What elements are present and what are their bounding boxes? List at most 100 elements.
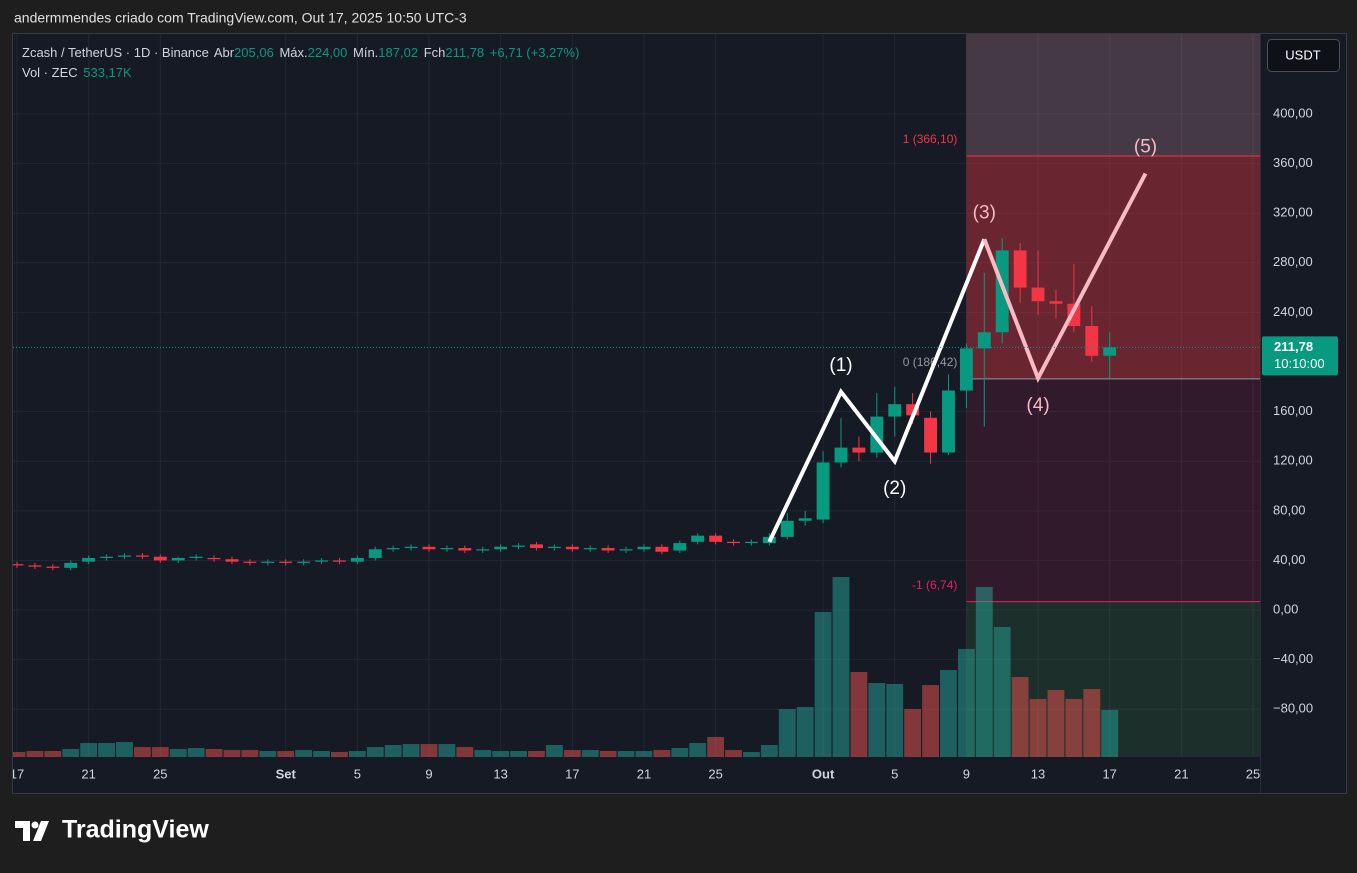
candle-body <box>13 564 24 566</box>
candle-body <box>28 565 42 567</box>
volume-bar <box>205 748 223 757</box>
y-tick-label: 160,00 <box>1273 403 1313 418</box>
x-tick-label: 5 <box>891 766 898 781</box>
candle-body <box>243 561 257 563</box>
candle-body <box>153 556 167 561</box>
volume-bar <box>743 751 760 757</box>
candle-body <box>297 561 311 563</box>
logo-shape <box>31 821 39 829</box>
y-tick-label: 40,00 <box>1273 552 1306 567</box>
volume-bar <box>116 742 133 757</box>
volume-bar <box>1083 689 1101 757</box>
volume-bar <box>528 751 545 757</box>
volume-legend: Vol · ZEC 533,17K <box>22 65 132 80</box>
x-tick-label: 21 <box>637 766 651 781</box>
y-tick-label: 240,00 <box>1273 304 1313 319</box>
candle-body <box>261 561 275 563</box>
currency-label[interactable]: USDT <box>1285 47 1320 62</box>
candle-body <box>225 559 239 562</box>
symbol: Zcash / TetherUS · 1D · Binance <box>22 45 209 60</box>
volume-bar <box>778 709 796 757</box>
x-tick-label: 13 <box>493 766 507 781</box>
volume-bar <box>456 747 474 757</box>
candle-body <box>547 546 561 549</box>
chart-frame <box>12 33 1347 794</box>
y-tick-label: 120,00 <box>1273 453 1313 468</box>
candle-body <box>332 560 346 562</box>
volume-bar <box>80 742 98 757</box>
candle-body <box>386 548 400 550</box>
candle-body <box>977 332 991 349</box>
candle-body <box>494 546 508 550</box>
volume-bar <box>187 748 205 757</box>
legend-label: Mín. <box>353 45 378 60</box>
x-tick-label: 21 <box>1174 766 1188 781</box>
volume-bar <box>940 669 957 757</box>
x-tick-label: 25 <box>153 766 167 781</box>
volume-bar <box>653 750 671 757</box>
logo-icon <box>15 821 49 841</box>
legend-value: 205,06 <box>234 45 274 60</box>
volume-bar <box>295 750 313 757</box>
candle-body <box>906 404 920 416</box>
legend-value: 187,02 <box>378 45 418 60</box>
candle-body <box>601 548 615 551</box>
volume-bar <box>474 750 492 757</box>
candle-body <box>404 546 418 549</box>
candle-body <box>350 557 364 562</box>
candle-body <box>816 462 830 520</box>
candle-body <box>1067 303 1081 327</box>
volume-bar <box>599 751 617 757</box>
volume-bar <box>707 736 725 757</box>
y-tick-label: −40,00 <box>1273 651 1313 666</box>
x-tick-label: 17 <box>10 766 24 781</box>
volume-bar <box>814 612 832 757</box>
wave-label: (4) <box>1026 395 1049 416</box>
x-tick-label: 9 <box>425 766 432 781</box>
position-label: -1 (6,74) <box>912 578 957 592</box>
candle-body <box>583 548 597 550</box>
price-axis: 400,00 360,00 320,00 280,00 240,00 160,00 120,… <box>1262 105 1338 716</box>
volume-bar <box>331 751 348 757</box>
candle-body <box>1103 347 1117 356</box>
volume-bar <box>223 750 241 757</box>
volume-bar <box>635 751 653 757</box>
volume-bar <box>563 750 581 757</box>
volume-bar <box>617 751 635 757</box>
candle-body <box>1013 250 1027 288</box>
y-tick-label: 400,00 <box>1273 105 1313 120</box>
candle-body <box>476 549 490 551</box>
x-tick-label: 17 <box>565 766 579 781</box>
x-tick-label: 17 <box>1102 766 1116 781</box>
volume-bar <box>832 577 850 757</box>
candle-body <box>458 548 472 551</box>
volume-bar <box>402 744 420 757</box>
candle-body <box>673 543 687 551</box>
volume-bar <box>975 586 993 757</box>
x-tick-label: 5 <box>354 766 361 781</box>
legend-label: Fch <box>424 45 446 60</box>
candle-body <box>709 535 723 542</box>
volume-bar <box>1101 709 1119 757</box>
volume-bar <box>133 747 151 757</box>
volume-bar <box>44 751 62 757</box>
logo-shape <box>15 821 30 841</box>
candle-body <box>530 544 543 549</box>
currency-button[interactable] <box>1267 39 1340 72</box>
x-tick-label: 25 <box>708 766 722 781</box>
x-tick-label: 9 <box>963 766 970 781</box>
wave-label: (2) <box>883 478 906 499</box>
position-zone <box>966 156 1260 379</box>
wave-label: (3) <box>973 202 996 223</box>
candle-body <box>1049 301 1063 304</box>
volume-bar <box>277 751 295 757</box>
legend: Zcash / TetherUS · 1D · Binance Abr205,0… <box>22 45 579 60</box>
candle-body <box>959 348 973 391</box>
volume-bar <box>492 751 510 757</box>
legend-label: Máx. <box>279 45 307 60</box>
candle-body <box>691 535 705 542</box>
volume-bar <box>671 748 689 757</box>
last-price-label: 211,78 <box>1274 339 1313 354</box>
